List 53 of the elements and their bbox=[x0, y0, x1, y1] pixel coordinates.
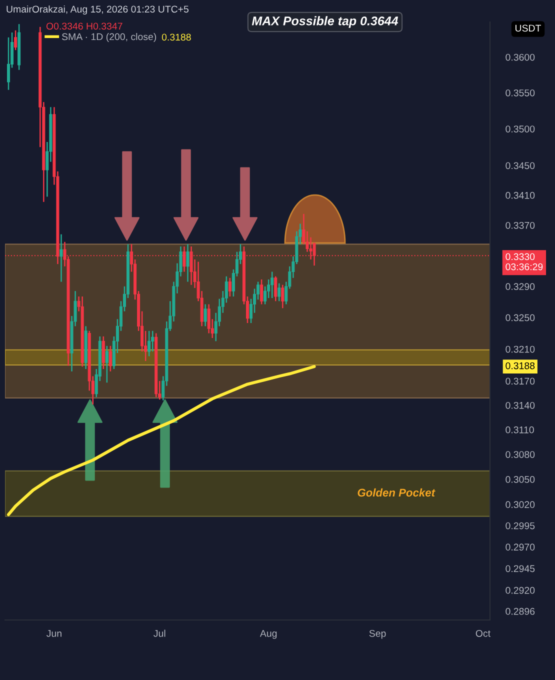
y-tick-label: 0.3290 bbox=[506, 283, 535, 290]
y-tick-label: 0.3600 bbox=[506, 54, 535, 61]
candlestick bbox=[148, 330, 151, 357]
y-tick-label: 0.3500 bbox=[506, 126, 535, 132]
y-tick-label: 0.3020 bbox=[506, 501, 535, 508]
annotation: 0.3188 bbox=[162, 34, 191, 41]
candlestick bbox=[7, 36, 10, 90]
x-tick-label: Sep bbox=[369, 630, 386, 639]
candlestick bbox=[274, 276, 278, 302]
y-tick-label: 0.3110 bbox=[506, 426, 534, 434]
x-tick-label: Oct bbox=[476, 630, 490, 637]
y-tick-label: 0.3210 bbox=[506, 346, 535, 353]
ref-line-label: 0.3330 03:36:29 bbox=[506, 253, 543, 270]
y-tick-label: 0.2920 bbox=[506, 586, 535, 594]
legend-label: SMA · 1D (200, close) bbox=[62, 33, 156, 42]
candlestick bbox=[102, 336, 105, 370]
candlestick bbox=[105, 345, 108, 384]
candlestick bbox=[270, 271, 274, 299]
annotation: MAX Possible tap 0.3644 bbox=[252, 16, 398, 28]
candlestick bbox=[207, 304, 210, 334]
candlestick bbox=[281, 284, 284, 309]
candlestick bbox=[204, 304, 207, 327]
y-tick-label: 0.2945 bbox=[506, 565, 535, 572]
band-label: Golden Pocket bbox=[358, 488, 436, 497]
candlestick bbox=[14, 30, 18, 51]
y-tick-label: 0.2970 bbox=[506, 544, 535, 551]
annotation: O0.3346 H0.3347 bbox=[46, 22, 122, 30]
y-tick-label: 0.2896 bbox=[506, 608, 535, 615]
candlestick bbox=[228, 277, 232, 298]
y-tick-label: 0.3370 bbox=[506, 222, 535, 229]
x-tick-label: Jun bbox=[46, 630, 62, 637]
candlestick bbox=[260, 278, 264, 305]
candlestick bbox=[182, 246, 186, 272]
x-tick-label: Aug bbox=[260, 630, 277, 639]
line-series bbox=[6, 365, 316, 516]
y-tick-label: 0.3550 bbox=[506, 89, 535, 96]
y-tick-label: 0.3170 bbox=[506, 378, 535, 385]
x-tick-label: Jul bbox=[154, 630, 166, 637]
y-tick-label: 0.3450 bbox=[506, 162, 535, 170]
y-tick-label: 0.3250 bbox=[506, 314, 535, 322]
y-axis-title: USDT bbox=[516, 24, 542, 32]
y-tick-label: 0.3140 bbox=[506, 402, 535, 409]
y-tick-label: 0.3050 bbox=[506, 476, 535, 483]
y-tick-label: 0.3410 bbox=[506, 192, 535, 199]
y-tick-label: 0.3080 bbox=[506, 451, 535, 458]
y-tick-label: 0.2995 bbox=[506, 522, 535, 530]
candlestick bbox=[108, 345, 112, 372]
text: 0.3188 bbox=[506, 362, 535, 370]
candlestick bbox=[278, 282, 281, 302]
candlestick bbox=[60, 234, 63, 282]
candlestick bbox=[186, 244, 190, 282]
text: UmairOrakzai, Aug 15, 2026 01:23 UTC+5 bbox=[6, 5, 189, 15]
candlestick bbox=[151, 330, 154, 352]
